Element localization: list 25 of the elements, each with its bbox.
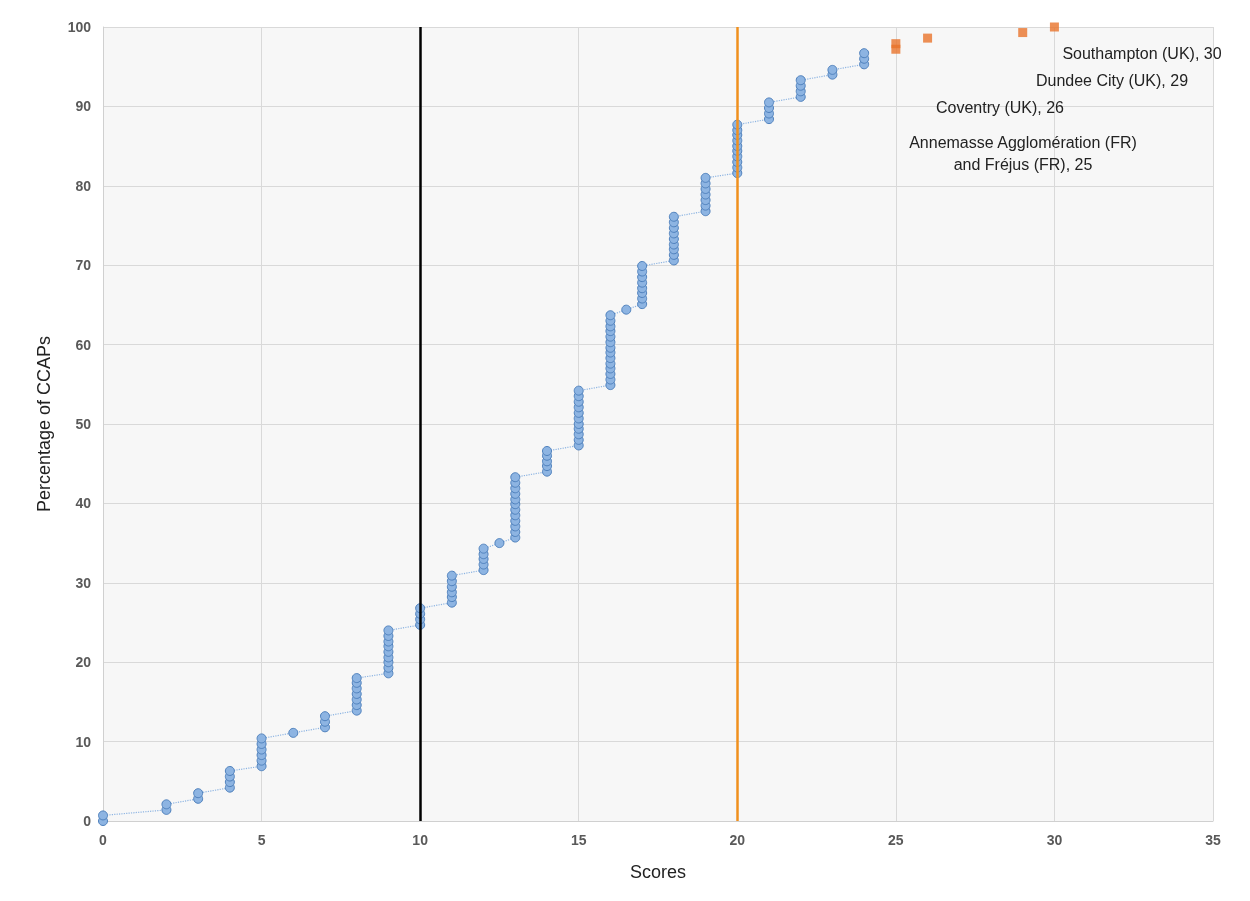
x-tick-label: 35	[1205, 832, 1221, 848]
x-axis-title: Scores	[629, 862, 687, 882]
y-tick-label: 10	[75, 733, 92, 750]
y-axis-title: Percentage of CCAPs	[34, 335, 54, 513]
x-tick-label: 0	[99, 832, 108, 848]
y-tick-label: 90	[75, 98, 92, 115]
y-tick-label: 0	[83, 813, 92, 829]
annotation: Annemasse Agglomération (FR) and Fréjus (FR), 25	[909, 133, 1137, 173]
x-tick-label: 15	[570, 832, 587, 848]
x-tick-label: 20	[729, 832, 746, 848]
annotation: Coventry (UK), 26	[935, 98, 1065, 116]
x-tick-label: 5	[257, 832, 266, 848]
x-tick-label: 25	[888, 832, 904, 848]
annotation: Southampton (UK), 30	[1062, 44, 1222, 62]
y-tick-label: 100	[67, 19, 92, 35]
x-tick-label: 30	[1046, 832, 1063, 848]
y-tick-label: 80	[75, 177, 92, 194]
y-tick-label: 50	[75, 416, 92, 432]
y-tick-label: 40	[75, 495, 92, 512]
y-tick-label: 20	[75, 654, 92, 671]
y-tick-label: 30	[75, 574, 92, 591]
annotation: Dundee City (UK), 29	[1035, 71, 1189, 89]
x-tick-label: 10	[412, 832, 429, 848]
y-tick-label: 60	[75, 336, 92, 353]
y-tick-label: 70	[75, 257, 92, 274]
